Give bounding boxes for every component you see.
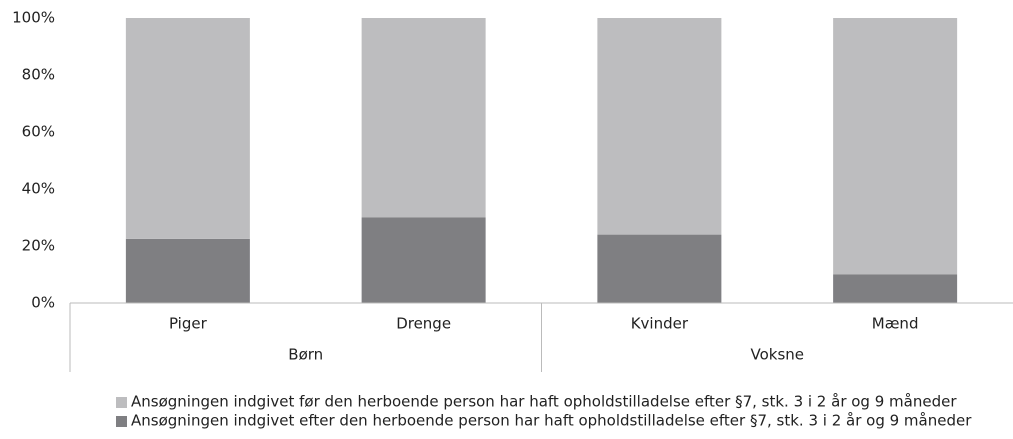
bar-segment xyxy=(833,18,958,275)
y-tick-label: 40% xyxy=(22,180,55,198)
bar-segment xyxy=(597,234,722,303)
group-label: Børn xyxy=(288,346,323,364)
y-tick-label: 60% xyxy=(22,123,55,141)
y-tick-label: 100% xyxy=(12,9,55,27)
legend-label: Ansøgningen indgivet efter den herboende… xyxy=(131,412,972,430)
x-tick-label: Mænd xyxy=(872,315,919,333)
legend-label: Ansøgningen indgivet før den herboende p… xyxy=(131,393,957,411)
legend-swatch xyxy=(116,416,127,427)
group-label: Voksne xyxy=(750,346,804,364)
x-tick-label: Kvinder xyxy=(631,315,689,333)
bar-segment xyxy=(125,238,250,303)
y-tick-label: 80% xyxy=(22,66,55,84)
y-tick-label: 0% xyxy=(31,294,55,312)
y-tick-label: 20% xyxy=(22,237,55,255)
bar-segment xyxy=(597,18,722,235)
bar-segment xyxy=(361,217,486,303)
legend-swatch xyxy=(116,397,127,408)
bar-segment xyxy=(833,274,958,303)
x-tick-label: Drenge xyxy=(396,315,451,333)
x-tick-label: Piger xyxy=(169,315,208,333)
bar-segment xyxy=(125,18,250,239)
bar-segment xyxy=(361,18,486,218)
